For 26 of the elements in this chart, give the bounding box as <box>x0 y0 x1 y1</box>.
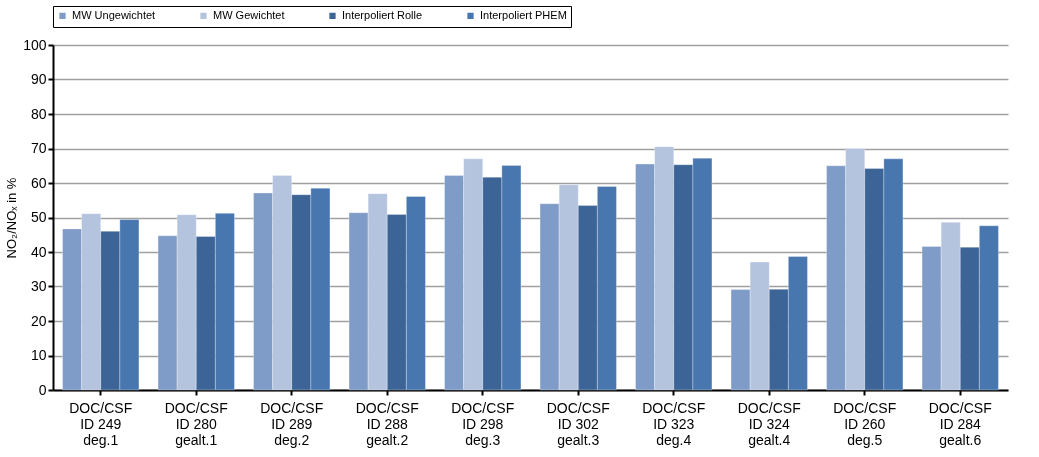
legend-label: Interpoliert PHEM <box>480 8 567 21</box>
x-tick-label: DOC/CSF ID 284 gealt.6 <box>928 399 992 448</box>
x-tick-label: DOC/CSF ID 323 deg.4 <box>642 399 706 448</box>
y-tick-label: 80 <box>30 105 47 122</box>
x-tick-label: DOC/CSF ID 289 deg.2 <box>260 399 324 448</box>
y-tick-label: 40 <box>30 243 47 260</box>
legend-label: Interpoliert Rolle <box>342 8 423 21</box>
x-tick-label: DOC/CSF ID 288 gealt.2 <box>355 399 419 448</box>
y-tick-label: 90 <box>30 71 47 87</box>
x-tick-label: DOC/CSF ID 249 deg.1 <box>69 399 133 448</box>
x-tick-label: DOC/CSF ID 324 gealt.4 <box>737 399 801 448</box>
x-tick-label: DOC/CSF ID 302 gealt.3 <box>546 399 610 448</box>
y-axis-title: NO₂/NOₓ in % <box>4 177 20 259</box>
y-tick-label: 50 <box>30 209 47 225</box>
y-tick-label: 10 <box>30 347 47 363</box>
x-tick-label: DOC/CSF ID 260 deg.5 <box>833 399 897 448</box>
legend-label: MW Gewichtet <box>213 8 285 21</box>
y-tick-label: 70 <box>30 140 47 156</box>
x-tick-label: DOC/CSF ID 280 gealt.1 <box>164 399 228 448</box>
y-tick-label: 100 <box>23 36 47 53</box>
y-tick-label: 20 <box>30 312 47 329</box>
y-tick-label: 30 <box>30 278 47 294</box>
legend-label: MW Ungewichtet <box>72 8 156 21</box>
y-tick-label: 0 <box>38 381 47 398</box>
x-tick-label: DOC/CSF ID 298 deg.3 <box>451 399 515 448</box>
y-tick-label: 60 <box>30 174 47 191</box>
